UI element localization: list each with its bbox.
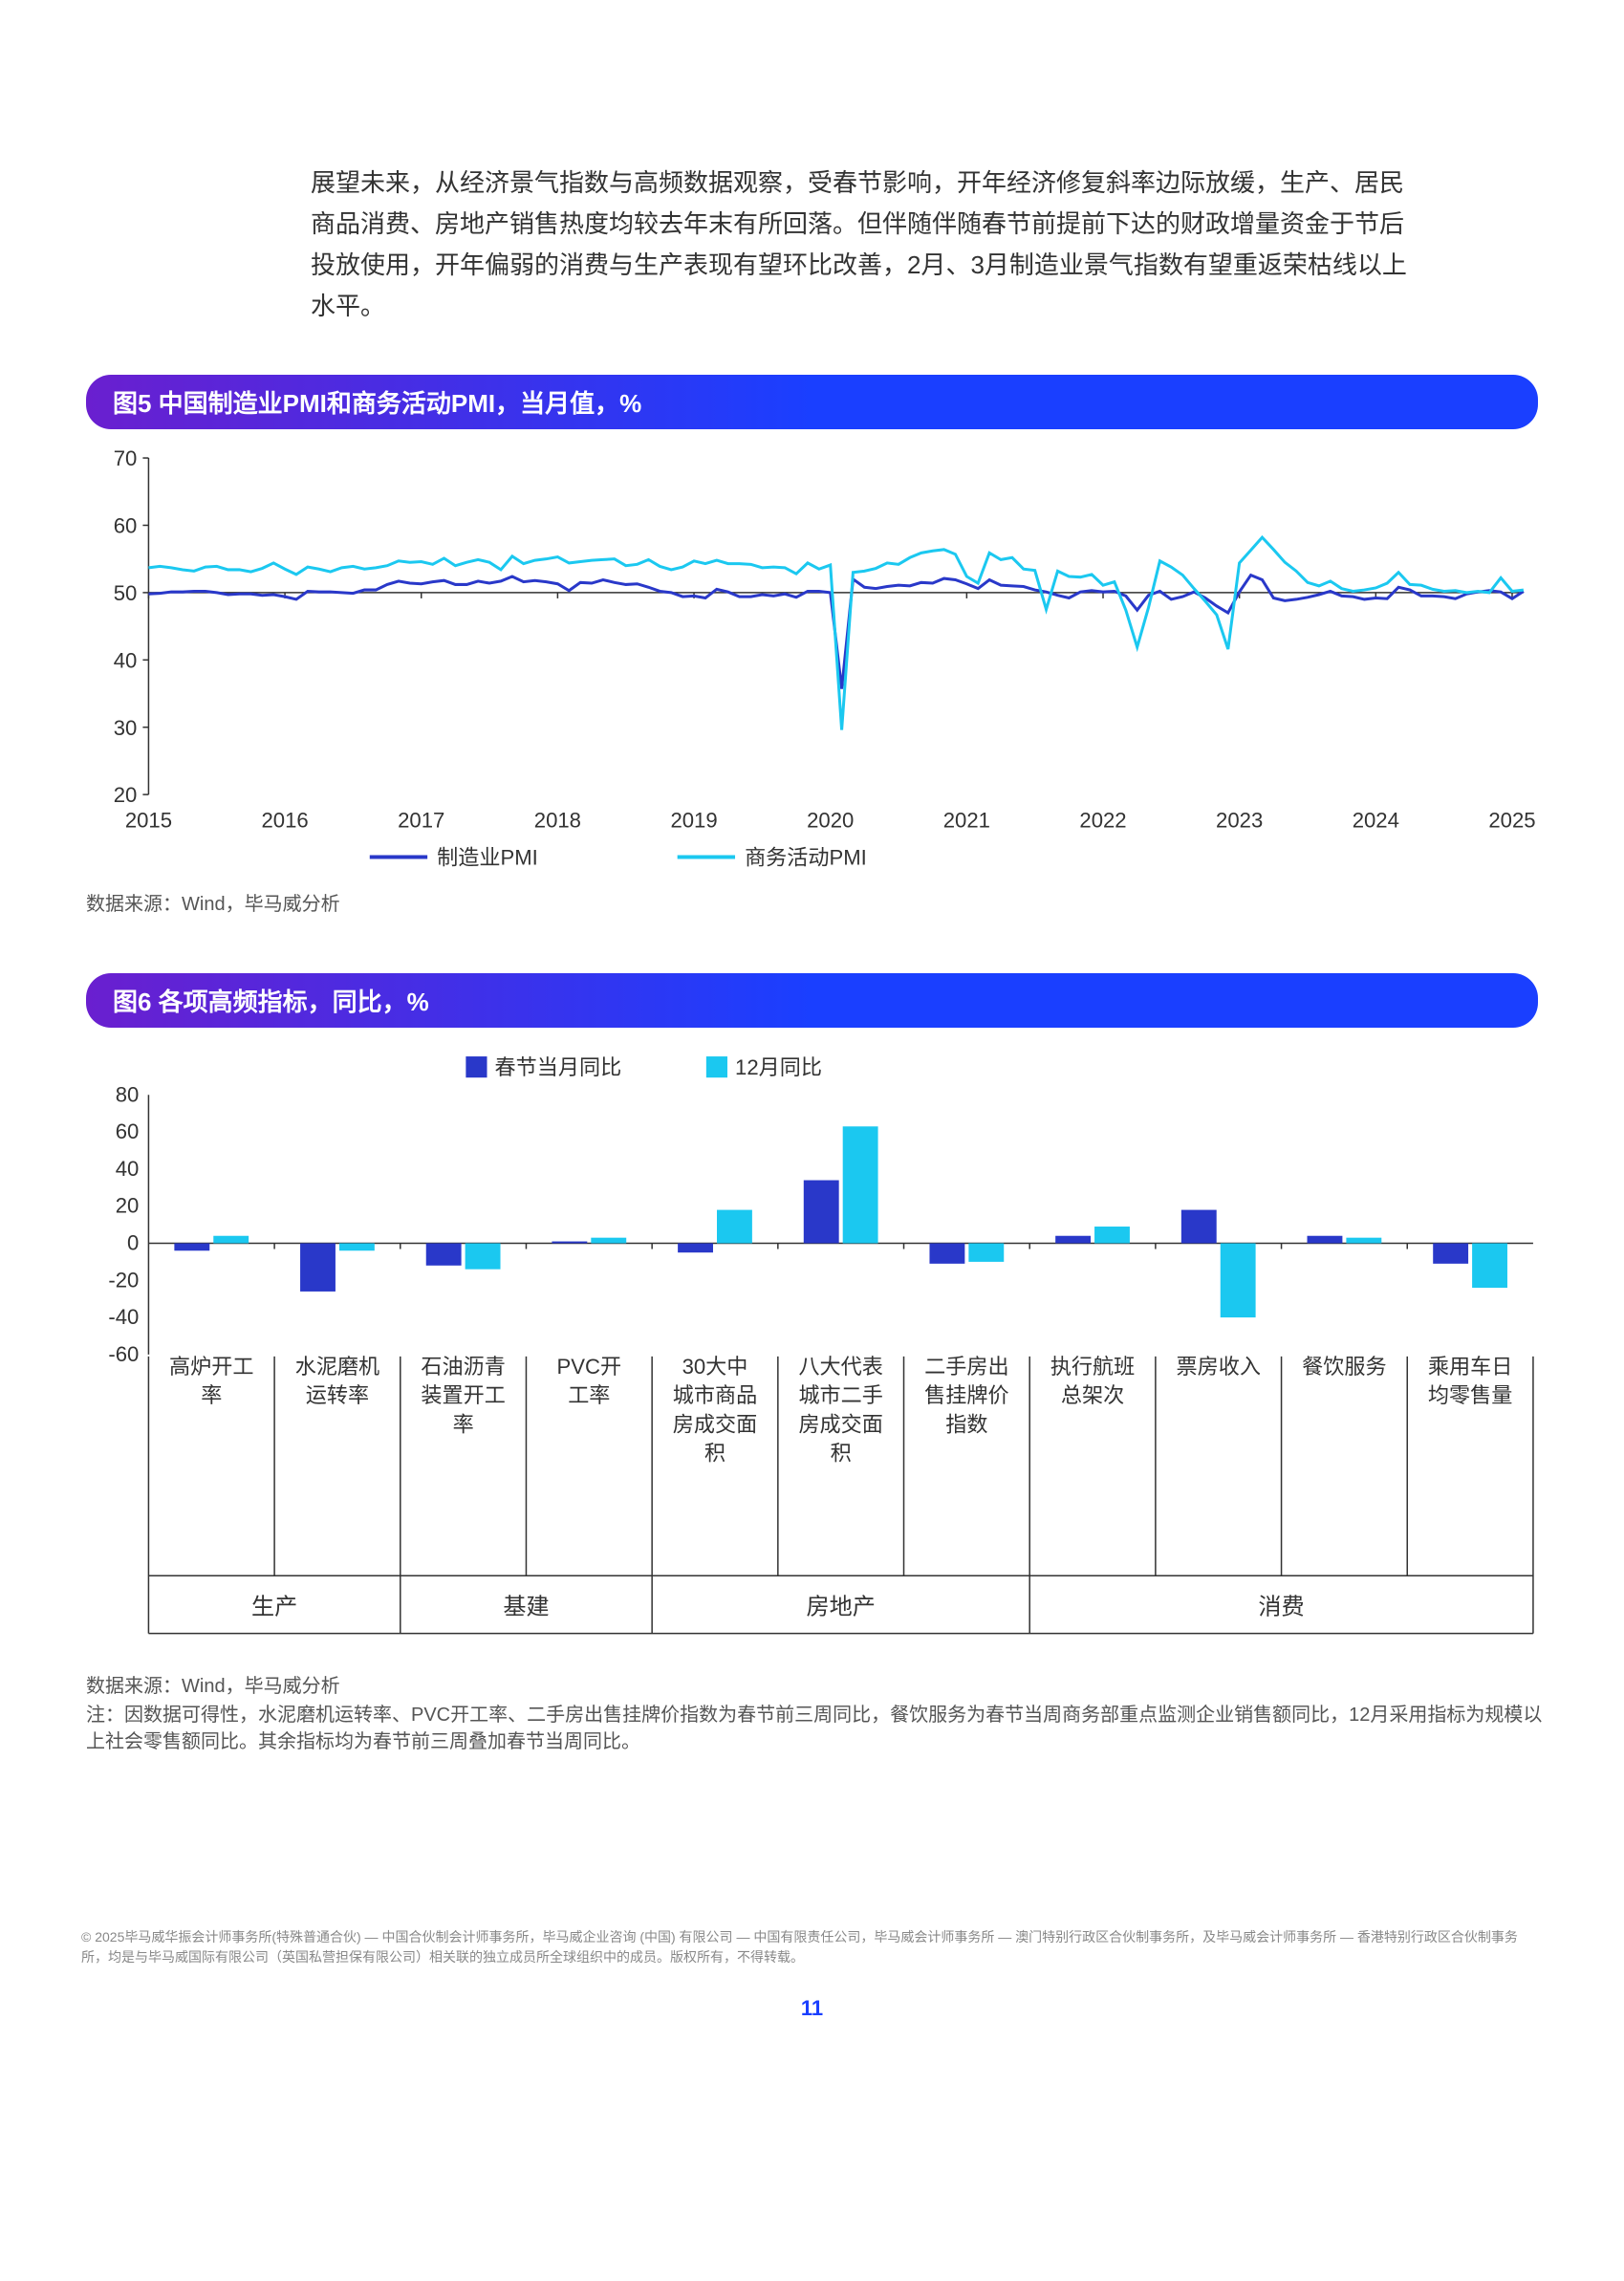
copyright-text: © 2025毕马威华振会计师事务所(特殊普通合伙) — 中国合伙制会计师事务所，… [81, 1927, 1543, 1967]
chart5-title: 图5 中国制造业PMI和商务活动PMI，当月值，% [86, 375, 1538, 429]
svg-text:乘用车日: 乘用车日 [1428, 1355, 1512, 1379]
svg-text:积: 积 [704, 1442, 725, 1466]
svg-text:水泥磨机: 水泥磨机 [295, 1355, 379, 1379]
svg-text:70: 70 [114, 448, 138, 470]
svg-text:基建: 基建 [503, 1595, 549, 1620]
chart6-title: 图6 各项高频指标，同比，% [86, 973, 1538, 1028]
svg-text:30大中: 30大中 [682, 1355, 748, 1379]
chart6-svg: -60 -40 -20 0 20 40 60 80 春节当月同比 12月同比高炉开工率 水泥磨机运转… [81, 1047, 1543, 1662]
svg-text:40: 40 [116, 1157, 140, 1181]
svg-text:运转率: 运转率 [306, 1383, 369, 1407]
svg-text:2019: 2019 [670, 808, 717, 832]
svg-text:60: 60 [116, 1119, 140, 1143]
svg-text:春节当月同比: 春节当月同比 [495, 1055, 622, 1079]
svg-text:2021: 2021 [943, 808, 990, 832]
chart6-container: -60 -40 -20 0 20 40 60 80 春节当月同比 12月同比高炉开工率 水泥磨机运转… [81, 1047, 1543, 1755]
svg-text:餐饮服务: 餐饮服务 [1302, 1355, 1386, 1379]
svg-text:2024: 2024 [1353, 808, 1399, 832]
svg-text:-40: -40 [108, 1305, 139, 1329]
svg-text:率: 率 [453, 1413, 474, 1437]
svg-text:-60: -60 [108, 1342, 139, 1366]
svg-text:房成交面: 房成交面 [673, 1413, 757, 1437]
svg-text:2020: 2020 [807, 808, 854, 832]
svg-text:装置开工: 装置开工 [421, 1383, 505, 1407]
svg-text:2023: 2023 [1216, 808, 1263, 832]
svg-text:城市商品: 城市商品 [673, 1383, 757, 1407]
svg-text:2018: 2018 [534, 808, 581, 832]
svg-text:消费: 消费 [1258, 1595, 1304, 1620]
svg-text:20: 20 [114, 783, 138, 807]
svg-text:2022: 2022 [1079, 808, 1126, 832]
svg-text:40: 40 [114, 648, 138, 672]
svg-text:率: 率 [201, 1383, 222, 1407]
svg-text:房地产: 房地产 [806, 1595, 875, 1620]
page-number: 11 [81, 1996, 1543, 2021]
svg-text:城市二手: 城市二手 [798, 1383, 882, 1407]
svg-text:2016: 2016 [261, 808, 308, 832]
svg-text:2015: 2015 [125, 808, 172, 832]
svg-text:50: 50 [114, 580, 138, 604]
chart6-note: 注：因数据可得性，水泥磨机运转率、PVC开工率、二手房出售挂牌价指数为春节前三周… [86, 1702, 1543, 1755]
svg-text:执行航班: 执行航班 [1050, 1355, 1135, 1379]
svg-text:PVC开: PVC开 [557, 1355, 622, 1379]
svg-text:12月同比: 12月同比 [735, 1055, 822, 1079]
chart6-source: 数据来源：Wind，毕马威分析 [86, 1670, 1543, 1698]
svg-text:2025: 2025 [1488, 808, 1535, 832]
svg-text:总架次: 总架次 [1061, 1383, 1124, 1407]
svg-text:积: 积 [831, 1442, 852, 1466]
chart5-svg: 20 30 40 50 60 70 2015 2016 2017 2018 2019 2020 2021… [81, 448, 1543, 881]
svg-text:石油沥青: 石油沥青 [421, 1355, 505, 1379]
chart5-source: 数据来源：Wind，毕马威分析 [86, 888, 1543, 916]
svg-text:2017: 2017 [398, 808, 444, 832]
svg-text:商务活动PMI: 商务活动PMI [745, 845, 867, 869]
svg-text:二手房出: 二手房出 [924, 1355, 1008, 1379]
chart5-container: 20 30 40 50 60 70 2015 2016 2017 2018 2019 2020 2021… [81, 448, 1543, 917]
svg-text:60: 60 [114, 513, 138, 537]
svg-text:0: 0 [127, 1231, 139, 1255]
svg-text:制造业PMI: 制造业PMI [437, 845, 538, 869]
svg-text:均零售量: 均零售量 [1428, 1383, 1512, 1407]
svg-text:售挂牌价: 售挂牌价 [924, 1383, 1008, 1407]
svg-text:-20: -20 [108, 1269, 139, 1293]
svg-text:20: 20 [116, 1194, 140, 1218]
svg-text:80: 80 [116, 1083, 140, 1107]
svg-text:高炉开工: 高炉开工 [169, 1355, 253, 1379]
svg-text:30: 30 [114, 715, 138, 739]
svg-text:八大代表: 八大代表 [798, 1355, 882, 1379]
intro-paragraph: 展望未来，从经济景气指数与高频数据观察，受春节影响，开年经济修复斜率边际放缓，生… [311, 163, 1418, 327]
svg-text:指数: 指数 [945, 1413, 987, 1437]
svg-text:生产: 生产 [251, 1595, 297, 1620]
svg-text:票房收入: 票房收入 [1177, 1355, 1261, 1379]
svg-text:房成交面: 房成交面 [798, 1413, 882, 1437]
svg-text:工率: 工率 [568, 1383, 610, 1407]
